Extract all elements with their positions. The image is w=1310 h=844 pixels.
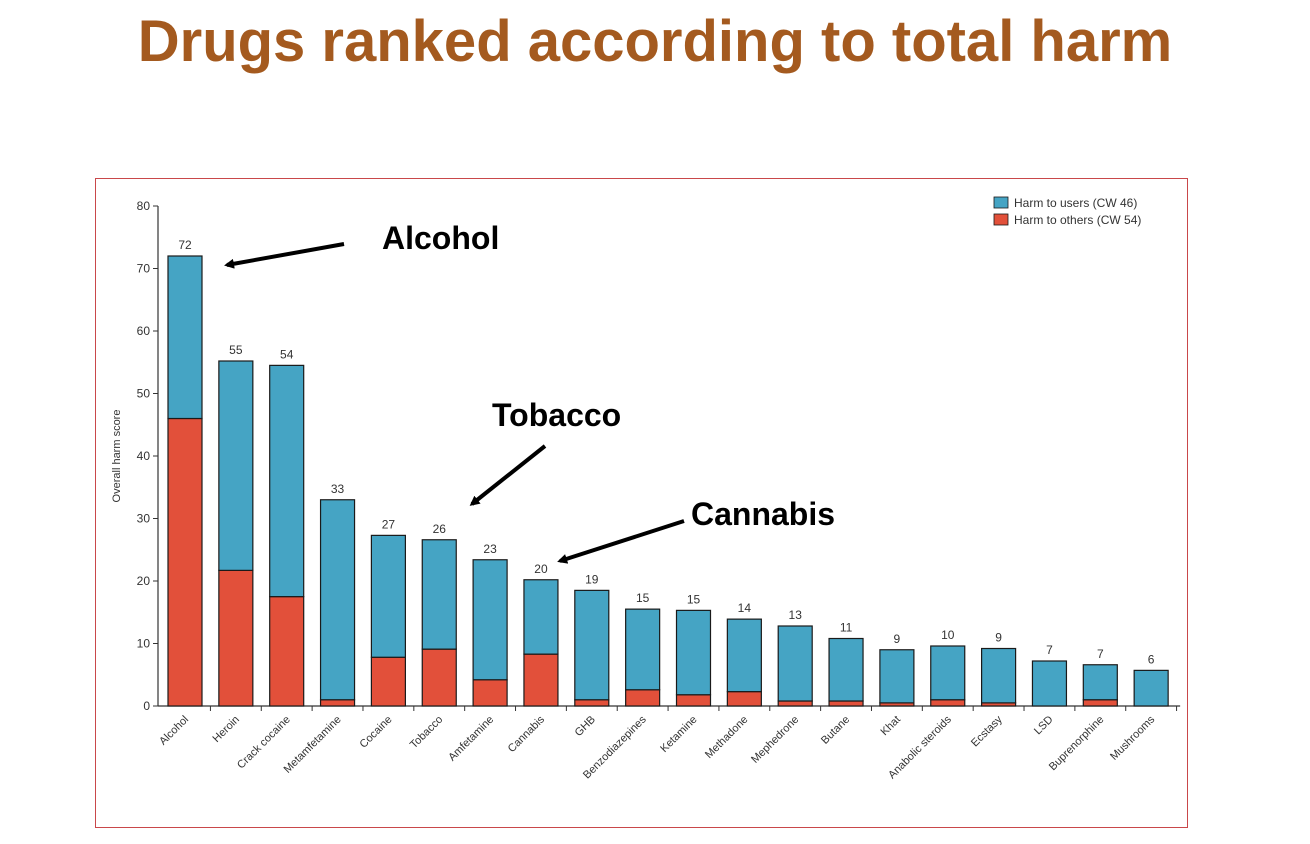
bar-total-label: 55 [229,343,243,357]
x-tick-label: Ecstasy [969,713,1005,749]
bar-harm-to-users [828,637,864,702]
legend-label: Harm to others (CW 54) [1014,213,1141,227]
bar-total-label: 13 [789,608,803,622]
bar-total-label: 15 [687,592,701,606]
bar-harm-to-users [1133,669,1169,707]
bar-harm-to-others [167,417,203,707]
bar-total-label: 10 [941,628,955,642]
bar-harm-to-others [319,699,356,707]
bar-harm-to-others [472,679,508,707]
bar-harm-to-others [523,653,559,707]
bar-harm-to-others [777,700,813,707]
legend-label: Harm to users (CW 46) [1014,196,1137,210]
bar-total-label: 14 [738,601,752,615]
legend-swatch [993,213,1009,226]
x-tick-label: Heroin [211,714,242,745]
bar-total-label: 33 [331,482,345,496]
bar-harm-to-users [421,539,457,650]
bar-total-label: 20 [534,562,548,576]
plot-area: 0 10 20 30 40 50 60 70 80 Overall harm score 72 Alc… [111,199,1181,781]
bar-harm-to-others [726,691,762,707]
y-tick-label: 50 [137,387,151,401]
y-tick-label: 60 [137,324,151,338]
y-tick-label: 30 [137,512,151,526]
bar-harm-to-users [167,255,203,420]
bar-harm-to-others [625,689,661,707]
bar-harm-to-others [828,700,864,707]
x-tick-label: Butane [819,714,852,747]
y-tick-label: 80 [137,199,151,213]
slide-title: Drugs ranked according to total harm [137,9,1173,74]
chart-frame: 0 10 20 30 40 50 60 70 80 Overall harm score 72 Alc… [95,178,1188,828]
bar-total-label: 9 [894,632,901,646]
bar-harm-to-users [472,559,508,681]
x-tick-label: Methadone [703,714,750,761]
bar-harm-to-others [1082,699,1118,707]
x-tick-label: Buprenorphine [1047,714,1107,774]
bar-total-label: 26 [433,522,447,536]
bar-harm-to-users [777,625,813,702]
bar-harm-to-others [218,569,254,707]
x-tick-label: Crack cocaine [235,714,293,772]
bar-total-label: 54 [280,347,294,361]
bar-harm-to-users [370,534,406,658]
bar-harm-to-users [726,618,762,693]
x-tick-label: LSD [1032,714,1056,738]
bar-total-label: 9 [995,631,1002,645]
bar-harm-to-users [625,608,661,691]
y-axis-title: Overall harm score [111,410,123,503]
x-tick-label: GHB [573,714,598,739]
bar-total-label: 7 [1097,647,1104,661]
x-tick-label: Khat [879,714,903,738]
y-tick-label: 0 [143,699,150,713]
callout-tobacco: Tobacco [492,397,622,433]
bar-total-label: 23 [483,542,497,556]
bar-harm-to-users [523,579,559,655]
bar-total-label: 19 [585,572,599,586]
legend: Harm to users (CW 46) Harm to others (CW … [993,196,1141,227]
bar-harm-to-users [930,645,966,701]
bar-harm-to-users [1082,664,1118,701]
bar-total-label: 7 [1046,643,1053,657]
legend-swatch [993,196,1009,209]
y-tick-label: 70 [137,262,151,276]
bar-harm-to-users [1031,660,1068,707]
bar-harm-to-others [574,699,610,707]
x-tick-label: Mushrooms [1108,713,1157,762]
x-tick-label: Cannabis [506,713,548,755]
bar-harm-to-others [421,648,457,707]
bar-total-label: 6 [1148,652,1155,666]
bar-harm-to-others [675,694,712,707]
harm-bar-chart: 0 10 20 30 40 50 60 70 80 Overall harm score 72 Alc… [111,196,1181,781]
x-tick-label: Ketamine [658,714,699,755]
callout-cannabis: Cannabis [691,496,836,532]
bar-total-label: 72 [178,238,192,252]
bar-harm-to-users [980,647,1017,704]
x-tick-label: Alcohol [157,714,191,748]
y-tick-label: 40 [137,449,151,463]
y-tick-label: 10 [137,637,151,651]
bar-harm-to-users [879,649,915,704]
bar-total-label: 11 [840,621,853,635]
callout-alcohol: Alcohol [382,220,500,256]
bar-harm-to-others [930,699,966,707]
bar-harm-to-users [319,499,356,701]
bar-harm-to-others [269,596,305,707]
bar-total-label: 27 [382,517,396,531]
x-tick-label: Tobacco [408,714,445,751]
bar-harm-to-users [218,360,254,571]
x-tick-label: Mephedrone [749,714,801,766]
x-tick-label: Amfetamine [446,714,496,764]
bar-harm-to-users [269,364,305,598]
bar-harm-to-others [370,656,406,707]
bar-total-label: 15 [636,591,650,605]
x-tick-label: Cocaine [357,714,394,751]
bar-harm-to-users [675,609,712,696]
bar-harm-to-users [574,589,610,701]
y-tick-label: 20 [137,574,151,588]
